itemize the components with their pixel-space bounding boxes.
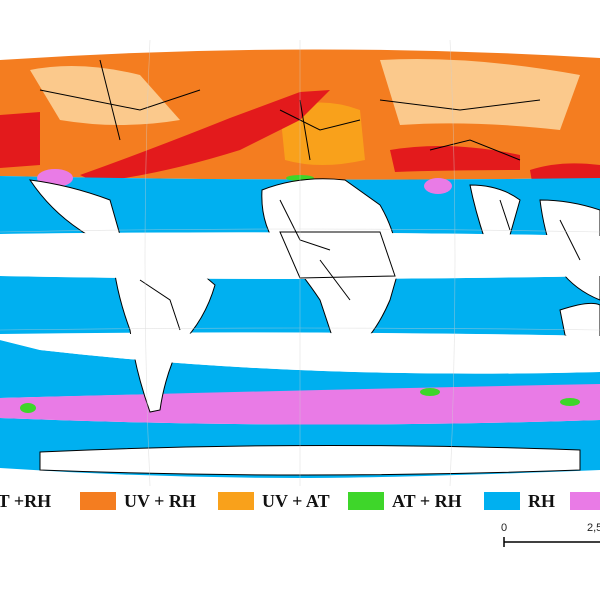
legend-item-rh: RH: [484, 486, 555, 516]
land-africa-overlay: [279, 231, 396, 279]
legend-label: UV + AT: [262, 490, 330, 511]
green-patch-south-3: [560, 398, 580, 406]
scale-label-next: 2,5: [587, 522, 600, 534]
legend-item-uv-at: UV + AT: [218, 486, 330, 516]
legend-item-magenta: [570, 486, 600, 516]
legend-swatch: [218, 492, 254, 510]
legend-swatch: [80, 492, 116, 510]
legend-swatch: [348, 492, 384, 510]
land-antarctica: [39, 444, 581, 476]
at-rh-zone-central-asia: [390, 146, 520, 172]
legend: AT +RH UV + RH UV + AT AT + RH RH: [0, 486, 600, 516]
green-patch-south-1: [20, 403, 36, 413]
magenta-patch-middle-east: [424, 178, 452, 194]
legend-label: AT +RH: [0, 490, 52, 511]
legend-label: UV + RH: [124, 490, 196, 511]
uv-at-zone-canada: [30, 66, 180, 125]
scale-line: [503, 537, 600, 547]
country-borders: [39, 59, 581, 331]
legend-label: RH: [528, 490, 555, 511]
legend-item-at-rh-green: AT + RH: [348, 486, 462, 516]
legend-label: AT + RH: [392, 490, 462, 511]
legend-swatch: [570, 492, 600, 510]
uv-at-zone-siberia: [380, 59, 580, 130]
scale-label-start: 0: [501, 522, 508, 534]
at-rh-zone-west: [0, 112, 40, 168]
graticule: [0, 39, 600, 486]
at-rh-zone-north: [80, 90, 330, 182]
legend-item-at-rh-red: AT +RH: [0, 486, 51, 516]
green-patch-south-2: [420, 388, 440, 396]
legend-swatch: [484, 492, 520, 510]
legend-item-uv-rh: UV + RH: [80, 486, 196, 516]
